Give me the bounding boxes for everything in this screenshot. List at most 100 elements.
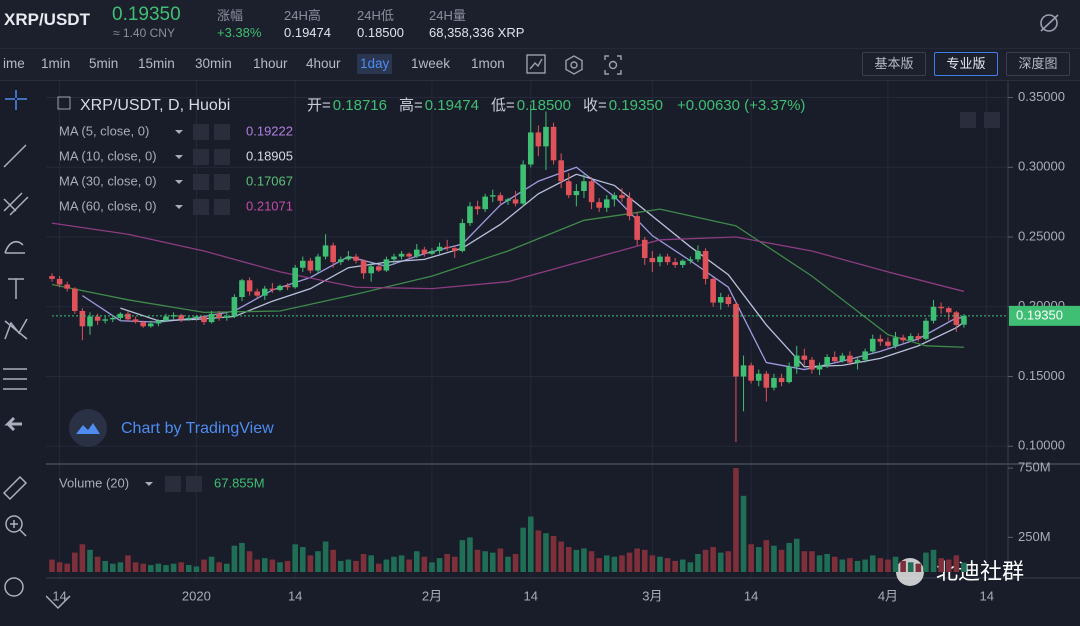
candle-body <box>444 246 450 249</box>
candle-body <box>87 316 93 327</box>
cny-price: ≈ 1.40 CNY <box>113 26 175 40</box>
ma-dropdown <box>175 205 183 209</box>
volume-bar <box>307 555 314 572</box>
ma-dropdown <box>175 155 183 159</box>
volume-bar <box>687 562 694 572</box>
volume-bar <box>907 562 914 572</box>
candle-body <box>512 199 519 204</box>
candle-body <box>216 313 222 318</box>
interval[interactable]: 15min <box>138 56 175 71</box>
interval[interactable]: 1day <box>357 54 393 74</box>
view-button[interactable]: 专业版 <box>934 52 998 76</box>
screenshot-lens <box>608 60 618 70</box>
legend-collapse[interactable] <box>57 96 71 110</box>
volume-bar <box>930 549 937 572</box>
candle-body <box>755 373 762 381</box>
y-tick-label: 0.25000 <box>1018 228 1065 243</box>
candle-body <box>603 199 610 208</box>
volume-bar <box>945 559 952 572</box>
candle-body <box>467 206 473 224</box>
back-tool[interactable] <box>4 416 22 432</box>
volume-bar <box>254 559 260 572</box>
indicator-icon[interactable] <box>526 54 546 74</box>
volume-name: Volume (20) <box>59 475 129 490</box>
measure-tool[interactable] <box>2 475 28 501</box>
zoom-tool[interactable] <box>5 515 23 533</box>
ohlc-value: 0.18716 <box>333 97 387 114</box>
stat-value: 0.19474 <box>284 25 331 40</box>
candle-body <box>201 316 207 323</box>
pattern-tool[interactable] <box>4 318 28 340</box>
scale-down-btn[interactable] <box>960 112 976 128</box>
volume-bar <box>147 565 154 572</box>
interval[interactable]: 1week <box>411 56 451 71</box>
volume-bar <box>573 549 580 572</box>
candle-body <box>907 336 914 341</box>
x-tick-label: 2020 <box>182 588 211 603</box>
x-tick-label: 14 <box>288 588 302 603</box>
candle-body <box>505 199 511 201</box>
candle-body <box>163 316 169 321</box>
volume-bar <box>497 548 504 572</box>
brush-tool[interactable] <box>4 240 25 254</box>
volume-bar <box>193 566 200 572</box>
magnet-tool[interactable] <box>4 577 24 597</box>
fib-tool[interactable] <box>3 192 29 216</box>
volume-bar <box>862 559 868 572</box>
interval[interactable]: 4hour <box>306 56 341 71</box>
volume-bar <box>102 560 108 572</box>
screenshot-icon[interactable] <box>604 55 622 75</box>
ma-name: MA (30, close, 0) <box>59 173 157 188</box>
stat-value: 0.18500 <box>357 25 404 40</box>
interval[interactable]: 1mon <box>471 56 505 71</box>
interval[interactable]: 1min <box>41 56 71 71</box>
trendline-tool[interactable] <box>3 144 27 168</box>
candle-body <box>375 266 382 271</box>
volume-bar <box>869 555 876 572</box>
volume-bar <box>900 560 906 572</box>
view-button[interactable]: 深度图 <box>1006 52 1070 76</box>
interval[interactable]: 30min <box>195 56 232 71</box>
candle-body <box>413 249 420 257</box>
settings-icon[interactable] <box>565 55 583 75</box>
candle-body <box>961 315 967 325</box>
interval[interactable]: 5min <box>89 56 119 71</box>
candle-body <box>383 259 390 271</box>
volume-bar <box>292 544 298 572</box>
vol-y-tick-label: 250M <box>1018 529 1051 544</box>
text-tool[interactable] <box>8 278 24 299</box>
candle-body <box>353 256 359 261</box>
last-price: 0.19350 <box>112 4 181 25</box>
interval[interactable]: 1hour <box>253 56 288 71</box>
view-button[interactable]: 基本版 <box>862 52 926 76</box>
crosshair-tool[interactable] <box>5 90 27 110</box>
candle-body <box>535 132 542 147</box>
volume-bar <box>140 563 146 572</box>
volume-bar <box>885 559 891 572</box>
volume-bar <box>520 527 526 572</box>
volume-bar <box>717 552 724 572</box>
hide-icon[interactable] <box>1038 12 1062 34</box>
volume-bar <box>786 542 792 572</box>
scale-up-btn[interactable] <box>984 112 1000 128</box>
candle-body <box>938 306 944 309</box>
volume-value: 67.855M <box>214 475 265 490</box>
candle-body <box>391 256 397 260</box>
candle-body <box>596 202 602 208</box>
candle-body <box>315 256 321 271</box>
volume-bar <box>824 553 830 572</box>
prediction-tool[interactable] <box>3 368 27 390</box>
candle-body <box>710 278 716 303</box>
volume-bar <box>375 563 382 572</box>
ma-name: MA (60, close, 0) <box>59 198 157 213</box>
candle-body <box>147 323 154 327</box>
ma-close <box>214 124 230 140</box>
volume-bar <box>391 556 397 572</box>
ma-dropdown <box>175 180 183 184</box>
toolbar: ime 1min 5min 15min 30min 1hour 4hour 1day 1week… <box>0 49 1080 81</box>
volume-close <box>186 476 202 492</box>
scroll-icon[interactable] <box>46 595 71 610</box>
interval[interactable]: ime <box>3 56 25 71</box>
candle-body <box>277 285 283 291</box>
volume-bar <box>740 495 747 572</box>
